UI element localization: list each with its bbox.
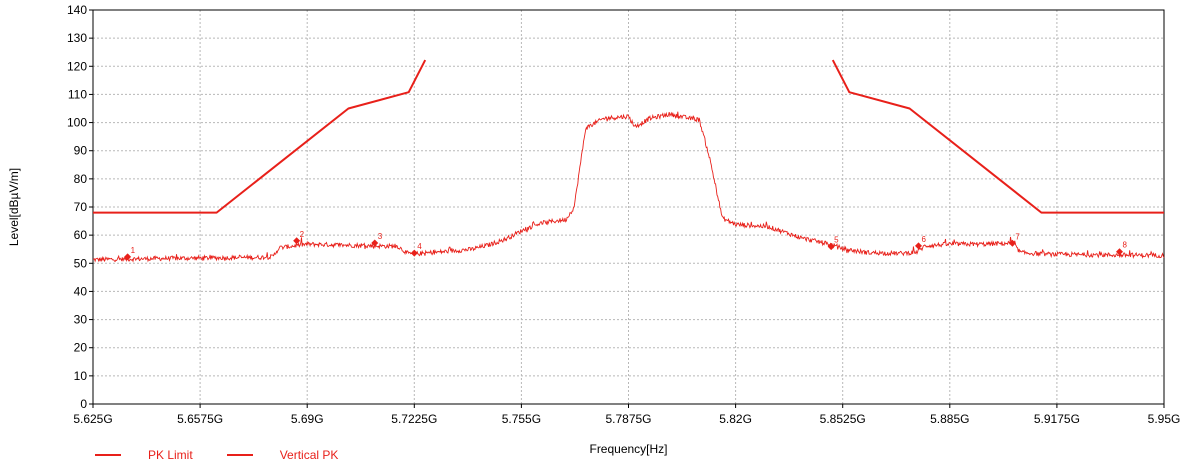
legend-label-vertical-pk: Vertical PK <box>279 448 339 462</box>
marker-label-8: 8 <box>1123 241 1128 250</box>
y-tick-label: 10 <box>74 369 88 383</box>
x-tick-label: 5.6575G <box>177 412 223 426</box>
y-tick-label: 30 <box>74 313 88 327</box>
marker-7 <box>1008 239 1016 247</box>
legend: PK Limit Vertical PK <box>95 448 338 462</box>
x-tick-label: 5.95G <box>1148 412 1181 426</box>
series-line-pk-limit <box>93 59 427 214</box>
marker-label-5: 5 <box>834 236 839 245</box>
x-tick-label: 5.9175G <box>1034 412 1080 426</box>
x-tick-label: 5.7875G <box>605 412 651 426</box>
y-tick-label: 100 <box>67 116 87 130</box>
grid-lines <box>93 10 1164 404</box>
marker-1 <box>124 253 132 261</box>
marker-label-3: 3 <box>378 232 383 241</box>
y-tick-label: 0 <box>80 397 87 411</box>
x-tick-label: 5.7225G <box>391 412 437 426</box>
marker-label-6: 6 <box>921 235 926 244</box>
marker-8 <box>1116 248 1124 256</box>
y-tick-label: 20 <box>74 341 88 355</box>
y-tick-label: 70 <box>74 200 88 214</box>
marker-layer: 1 2 3 4 5 6 7 8 <box>124 230 1128 261</box>
legend-item-vertical-pk: Vertical PK <box>226 448 339 462</box>
y-tick-label: 130 <box>67 31 87 45</box>
x-tick-label: 5.82G <box>719 412 752 426</box>
marker-label-1: 1 <box>131 246 136 255</box>
marker-5 <box>827 243 835 251</box>
x-axis-ticks: 5.625G 5.6575G 5.69G 5.7225G 5.755G 5.7875G 5.… <box>73 404 1180 426</box>
series-line-pk-limit <box>831 59 1164 214</box>
y-tick-label: 80 <box>74 172 88 186</box>
legend-item-pk-limit: PK Limit <box>95 448 193 462</box>
series-layer <box>92 59 1165 263</box>
y-axis-label: Level[dBµV/m] <box>7 168 21 246</box>
marker-2 <box>293 237 301 245</box>
marker-3 <box>371 239 379 247</box>
x-tick-label: 5.885G <box>930 412 969 426</box>
marker-4 <box>410 249 418 257</box>
y-tick-label: 90 <box>74 144 88 158</box>
x-tick-label: 5.69G <box>291 412 324 426</box>
y-tick-label: 120 <box>67 59 87 73</box>
marker-label-4: 4 <box>417 242 422 251</box>
y-tick-label: 110 <box>68 87 87 101</box>
marker-label-7: 7 <box>1015 232 1020 241</box>
marker-label-2: 2 <box>300 230 305 239</box>
series-line-vertical-pk <box>92 111 1165 263</box>
y-tick-label: 60 <box>74 228 88 242</box>
marker-6 <box>914 242 922 250</box>
y-tick-label: 40 <box>74 284 88 298</box>
legend-swatch-vertical-pk <box>226 454 253 456</box>
x-axis-label: Frequency[Hz] <box>589 442 667 456</box>
y-axis-ticks: 0 10 20 30 40 50 60 70 80 90 100 110 120 130 140 <box>67 3 93 411</box>
legend-label-pk-limit: PK Limit <box>148 448 193 462</box>
y-tick-label: 50 <box>74 256 88 270</box>
x-tick-label: 5.625G <box>73 412 112 426</box>
x-tick-label: 5.755G <box>502 412 541 426</box>
x-tick-label: 5.8525G <box>820 412 866 426</box>
legend-swatch-pk-limit <box>95 454 121 456</box>
y-tick-label: 140 <box>67 3 87 17</box>
